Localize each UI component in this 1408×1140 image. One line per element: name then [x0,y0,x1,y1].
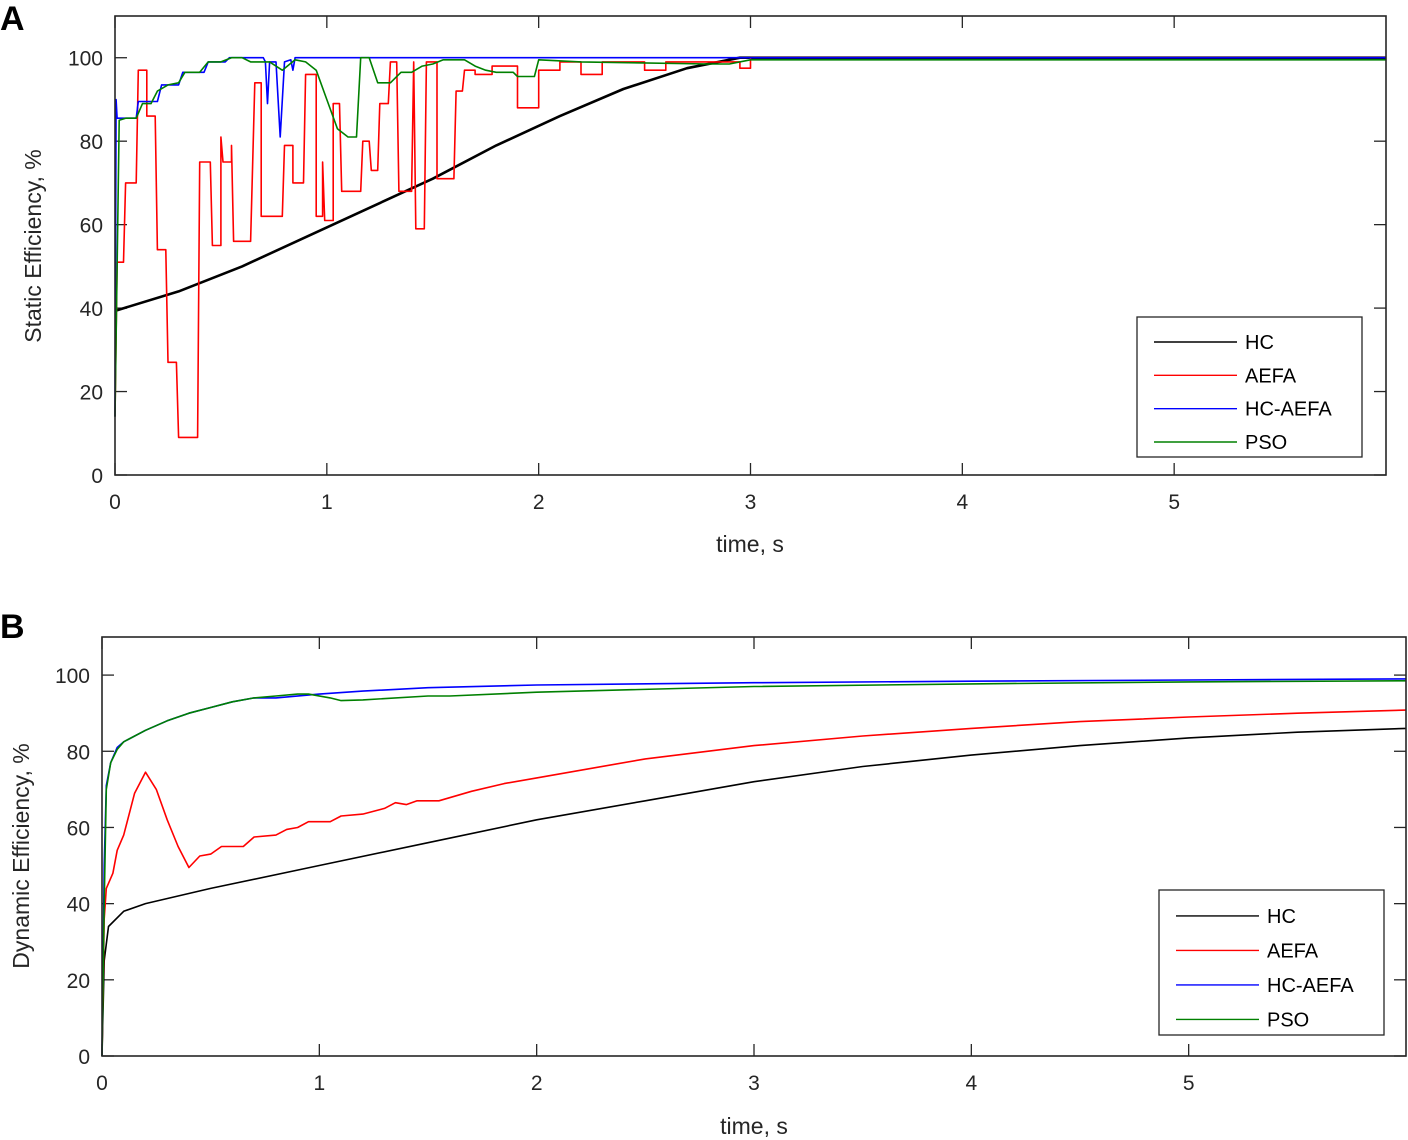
y-axis-title: Static Efficiency, % [20,149,46,342]
panel-letter-b: B [0,608,25,646]
x-axis-title: time, s [716,531,784,557]
series-line-aefa [114,56,1386,439]
y-tick-label: 20 [80,382,103,405]
x-axis-title: time, s [720,1113,788,1139]
series-line-pso [101,679,1407,1057]
y-axis-title: Dynamic Efficiency, % [8,743,34,968]
x-tick-label: 1 [321,491,333,514]
legend-label-pso: PSO [1245,432,1287,454]
legend-label-pso: PSO [1267,1009,1309,1031]
legend-label-aefa: AEFA [1267,940,1319,962]
legend-label-hc-aefa: HC-AEFA [1245,399,1332,421]
series-line-aefa [101,709,1407,1057]
x-tick-label: 2 [533,491,545,514]
legend: HC AEFA HC-AEFA PSO [1158,889,1385,1036]
y-tick-label: 60 [80,215,103,238]
legend-box [1136,316,1363,458]
panel-letter-a: A [0,0,25,38]
panel-a-static-efficiency-chart: A 0 1 2 3 4 5 0 20 40 60 80 100 time, s Static Effi… [0,0,1387,557]
y-tick-label: 100 [55,665,90,688]
x-tick-label: 3 [748,1072,760,1095]
panel-b-dynamic-efficiency-chart: B 0 1 2 3 4 5 0 20 40 60 80 100 time, s Dynamic Eff… [0,608,1407,1139]
legend-box [1158,889,1385,1036]
plot-area-frame [114,15,1387,476]
x-tick-label: 3 [745,491,757,514]
y-tick-label: 20 [67,970,90,993]
x-tick-label: 2 [531,1072,543,1095]
y-tick-label: 40 [67,894,90,917]
axis-ticks: 0 1 2 3 4 5 0 20 40 60 80 100 [55,637,1406,1095]
legend-label-hc: HC [1267,906,1296,928]
legend-label-hc-aefa: HC-AEFA [1267,975,1354,997]
x-tick-label: 5 [1168,491,1180,514]
series-line-hc [115,56,1386,312]
series-line-pso [114,56,1386,417]
series-lines [101,678,1407,1057]
x-tick-label: 5 [1183,1072,1195,1095]
x-tick-label: 1 [313,1072,325,1095]
y-tick-label: 0 [91,465,103,488]
x-tick-label: 0 [109,491,121,514]
legend: HC AEFA HC-AEFA PSO [1136,316,1363,458]
series-line-hc [101,727,1407,1057]
plot-area-frame [101,636,1407,1057]
legend-label-aefa: AEFA [1245,365,1297,387]
y-tick-label: 100 [68,48,103,71]
series-lines [114,56,1386,439]
y-tick-label: 60 [67,817,90,840]
y-tick-label: 40 [80,298,103,321]
legend-label-hc: HC [1245,332,1274,354]
axis-ticks: 0 1 2 3 4 5 0 20 40 60 80 100 [68,16,1386,514]
x-tick-label: 0 [96,1072,108,1095]
y-tick-label: 80 [80,131,103,154]
y-tick-label: 80 [67,741,90,764]
y-tick-label: 0 [78,1046,90,1069]
x-tick-label: 4 [965,1072,977,1095]
x-tick-label: 4 [956,491,968,514]
